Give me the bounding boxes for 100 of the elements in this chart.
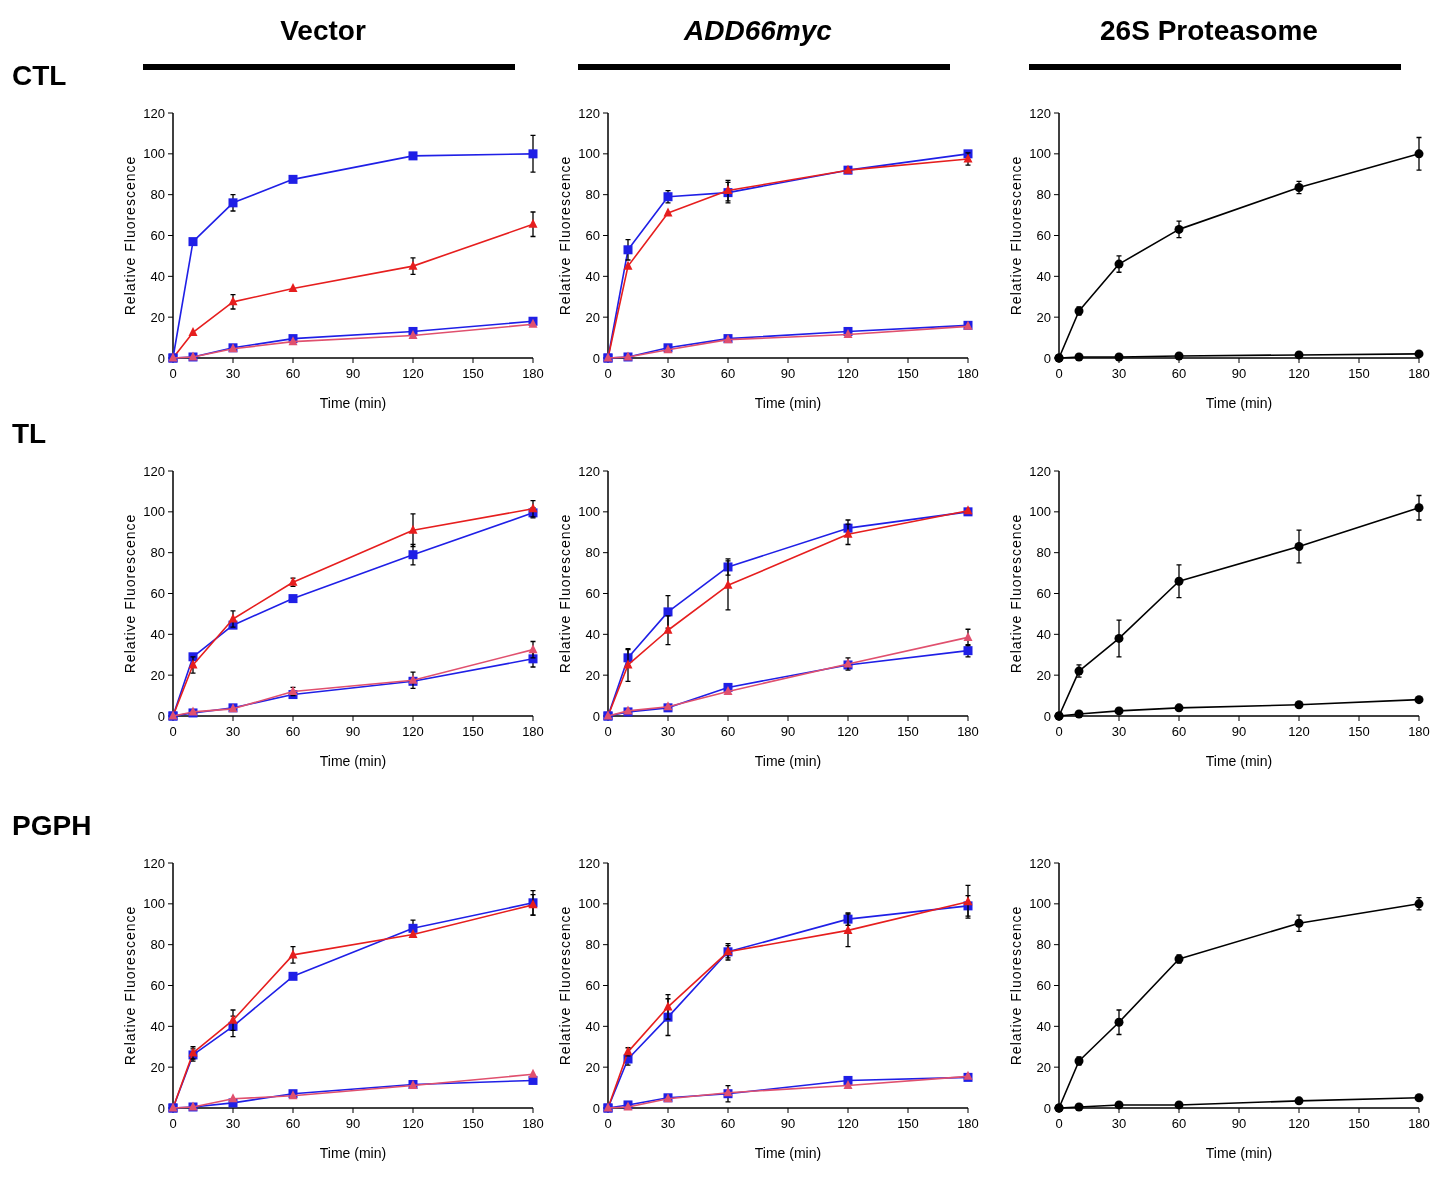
text: TL: [12, 418, 47, 449]
x-tick-label: 90: [345, 1116, 361, 1131]
x-axis-title: Time (min): [319, 1145, 387, 1161]
y-axis-title: Relative Fluorescence: [1008, 513, 1024, 674]
x-tick-label: 90: [780, 724, 796, 739]
y-tick-label: 80: [1036, 187, 1051, 203]
x-tick-label: 60: [720, 724, 736, 739]
x-tick-label: 150: [1348, 724, 1370, 739]
y-tick-label: 100: [1029, 504, 1051, 520]
y-axis-title: Relative Fluorescence: [1008, 155, 1024, 316]
x-tick-label: 60: [285, 366, 301, 381]
y-tick-label: 60: [150, 586, 165, 602]
y-axis-title: Relative Fluorescence: [557, 155, 573, 316]
y-tick-label: 80: [150, 545, 165, 561]
y-tick-label: 40: [150, 268, 165, 284]
x-tick-label: 150: [462, 366, 484, 381]
y-tick-label: 100: [578, 504, 600, 520]
x-tick-label: 0: [1055, 724, 1063, 739]
x-tick-label: 180: [1408, 366, 1430, 381]
y-tick-label: 0: [592, 1100, 600, 1116]
y-tick-label: 120: [578, 105, 600, 121]
x-tick-label: 60: [1171, 1116, 1187, 1131]
x-tick-label: 0: [169, 366, 177, 381]
x-tick-label: 180: [1408, 724, 1430, 739]
x-tick-label: 150: [897, 1116, 919, 1131]
y-tick-label: 20: [585, 309, 600, 325]
y-tick-label: 120: [578, 855, 600, 871]
x-tick-label: 90: [780, 366, 796, 381]
y-tick-label: 100: [578, 146, 600, 162]
x-tick-label: 120: [402, 1116, 424, 1131]
x-tick-label: 30: [1111, 366, 1127, 381]
y-tick-label: 80: [150, 937, 165, 953]
x-tick-label: 30: [660, 724, 676, 739]
y-tick-label: 40: [150, 626, 165, 642]
x-tick-label: 150: [897, 724, 919, 739]
y-tick-label: 80: [150, 187, 165, 203]
y-tick-label: 0: [157, 1100, 165, 1116]
x-tick-label: 0: [604, 366, 612, 381]
x-tick-label: 180: [522, 724, 544, 739]
y-tick-label: 120: [1029, 105, 1051, 121]
y-tick-label: 20: [1036, 309, 1051, 325]
y-tick-label: 60: [150, 228, 165, 244]
y-tick-label: 80: [585, 937, 600, 953]
x-axis-title: Time (min): [1205, 395, 1273, 411]
y-tick-label: 80: [585, 545, 600, 561]
x-axis-title: Time (min): [754, 1145, 822, 1161]
x-tick-label: 30: [225, 366, 241, 381]
x-tick-label: 60: [285, 1116, 301, 1131]
chart-title: 26S Proteasome: [1100, 15, 1318, 46]
y-tick-label: 60: [150, 978, 165, 994]
x-tick-label: 90: [1231, 724, 1247, 739]
x-tick-label: 0: [169, 724, 177, 739]
y-tick-label: 100: [143, 146, 165, 162]
y-axis-title: Relative Fluorescence: [557, 513, 573, 674]
x-tick-label: 150: [462, 1116, 484, 1131]
y-tick-label: 0: [592, 708, 600, 724]
y-tick-label: 0: [157, 350, 165, 366]
y-tick-label: 60: [585, 978, 600, 994]
x-tick-label: 180: [1408, 1116, 1430, 1131]
y-tick-label: 40: [1036, 1018, 1051, 1034]
y-tick-label: 120: [143, 463, 165, 479]
x-tick-label: 120: [1288, 1116, 1310, 1131]
y-axis-title: Relative Fluorescence: [1008, 905, 1024, 1066]
x-tick-label: 90: [1231, 366, 1247, 381]
y-axis-title: Relative Fluorescence: [122, 155, 138, 316]
x-tick-label: 120: [837, 366, 859, 381]
x-tick-label: 60: [1171, 724, 1187, 739]
y-tick-label: 0: [157, 708, 165, 724]
y-tick-label: 100: [1029, 896, 1051, 912]
x-tick-label: 30: [1111, 724, 1127, 739]
text: CTL: [12, 60, 67, 91]
x-tick-label: 30: [1111, 1116, 1127, 1131]
y-tick-label: 40: [585, 626, 600, 642]
x-tick-label: 150: [897, 366, 919, 381]
y-tick-label: 40: [1036, 268, 1051, 284]
y-tick-label: 40: [585, 268, 600, 284]
x-tick-label: 0: [1055, 366, 1063, 381]
x-axis-title: Time (min): [319, 753, 387, 769]
x-axis-title: Time (min): [754, 395, 822, 411]
x-tick-label: 180: [522, 1116, 544, 1131]
x-tick-label: 90: [345, 366, 361, 381]
y-tick-label: 60: [585, 228, 600, 244]
y-tick-label: 100: [578, 896, 600, 912]
y-tick-label: 100: [1029, 146, 1051, 162]
y-tick-label: 80: [1036, 545, 1051, 561]
x-tick-label: 30: [225, 724, 241, 739]
x-tick-label: 0: [1055, 1116, 1063, 1131]
y-tick-label: 120: [578, 463, 600, 479]
x-tick-label: 90: [1231, 1116, 1247, 1131]
x-tick-label: 180: [957, 1116, 979, 1131]
x-tick-label: 180: [957, 366, 979, 381]
x-tick-label: 150: [462, 724, 484, 739]
x-tick-label: 120: [837, 724, 859, 739]
x-tick-label: 90: [345, 724, 361, 739]
y-tick-label: 0: [1043, 350, 1051, 366]
x-tick-label: 0: [604, 724, 612, 739]
text: PGPH: [12, 810, 92, 841]
y-tick-label: 80: [585, 187, 600, 203]
y-tick-label: 20: [150, 309, 165, 325]
x-tick-label: 30: [225, 1116, 241, 1131]
